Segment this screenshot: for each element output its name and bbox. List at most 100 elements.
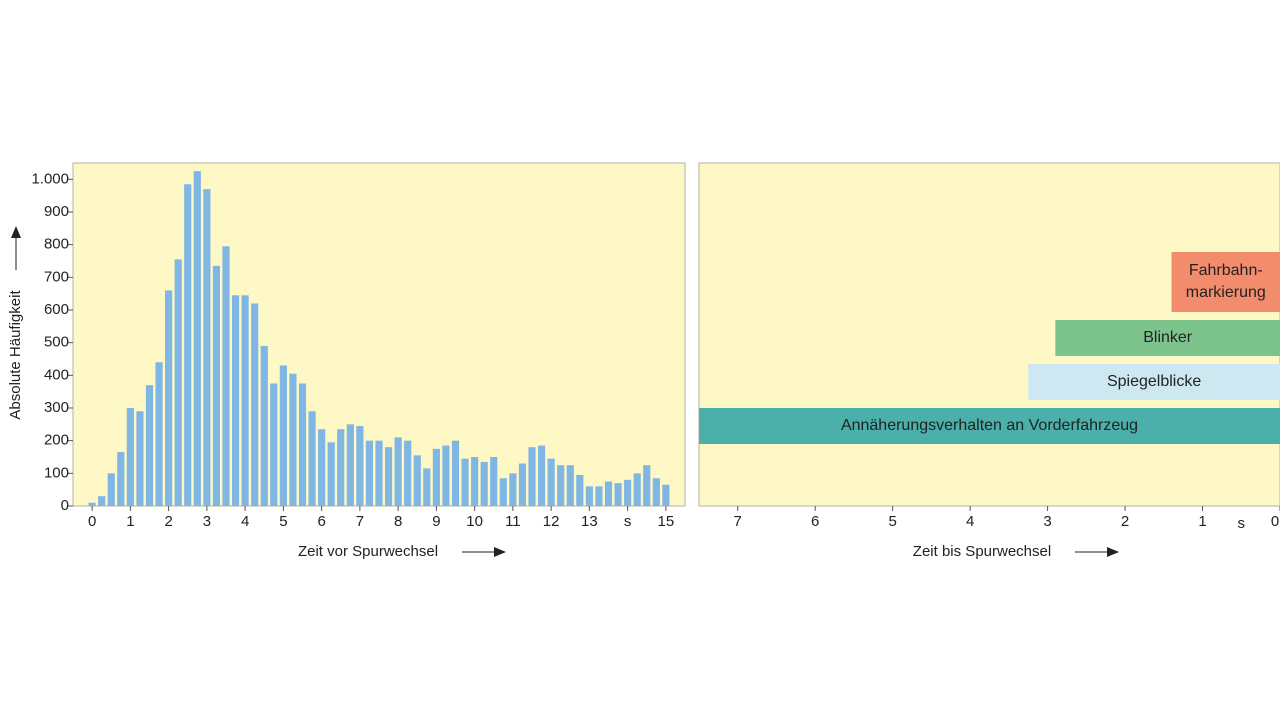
- bar: [652, 478, 660, 506]
- x-tick-label: 4: [966, 513, 974, 530]
- bar-label: markierung: [1186, 284, 1266, 301]
- bar: [270, 383, 278, 506]
- bar: [614, 483, 622, 506]
- bar: [624, 479, 632, 506]
- y-tick-label: 0: [61, 497, 69, 514]
- bar: [461, 458, 469, 506]
- bar: [547, 458, 555, 506]
- bar: [509, 473, 517, 506]
- x-unit: s: [1238, 515, 1246, 532]
- range-bar: [1028, 364, 1280, 400]
- range-bar: [1171, 252, 1280, 312]
- x-tick-label: 5: [279, 513, 287, 530]
- bar: [251, 303, 259, 506]
- bar: [231, 295, 240, 506]
- bar: [98, 496, 106, 506]
- bar: [490, 457, 498, 506]
- bar: [222, 246, 230, 507]
- bar: [193, 171, 201, 506]
- bar: [528, 447, 536, 506]
- bar: [633, 473, 641, 506]
- x-tick-label: 7: [356, 513, 364, 530]
- y-tick-label: 900: [44, 203, 69, 220]
- x-tick-label: 9: [432, 513, 440, 530]
- bar: [289, 373, 297, 506]
- bar-label: Fahrbahn-: [1189, 262, 1263, 279]
- bar: [480, 461, 488, 506]
- bar: [643, 465, 651, 506]
- x-tick-label: s: [624, 513, 632, 530]
- bar: [174, 259, 182, 506]
- y-axis-label: Absolute Häufigkeit: [7, 290, 24, 420]
- bar: [155, 362, 163, 506]
- bar: [442, 445, 450, 506]
- bar: [576, 474, 584, 506]
- y-tick-label: 400: [44, 366, 69, 383]
- bar: [203, 189, 211, 506]
- bar: [318, 429, 326, 506]
- x-tick-label: 13: [581, 513, 598, 530]
- range-bar: [1055, 320, 1280, 356]
- y-tick-label: 800: [44, 236, 69, 253]
- bar: [327, 442, 335, 506]
- bar-label: Blinker: [1143, 329, 1193, 346]
- bar: [241, 295, 249, 506]
- bar: [145, 385, 154, 506]
- x-tick-label: 10: [466, 513, 483, 530]
- bar: [557, 465, 565, 506]
- x-tick-label: 12: [543, 513, 560, 530]
- x-arrow: [1075, 547, 1119, 557]
- bar: [604, 481, 613, 506]
- bar: [136, 411, 144, 506]
- bar: [298, 383, 307, 506]
- bar: [566, 465, 574, 506]
- x-tick-label: 2: [164, 513, 172, 530]
- bar: [212, 265, 221, 506]
- range-bar: [699, 408, 1280, 444]
- bar: [518, 463, 527, 506]
- x-tick-label: 11: [505, 513, 521, 530]
- x-tick-label: 8: [394, 513, 402, 530]
- bar: [126, 408, 134, 506]
- y-tick-label: 300: [44, 399, 69, 416]
- bar: [499, 478, 507, 506]
- x-tick-label: 5: [888, 513, 896, 530]
- bar: [260, 345, 268, 506]
- bar: [184, 184, 192, 506]
- bar: [662, 484, 670, 506]
- x-tick-label: 1: [1198, 513, 1206, 530]
- bar: [365, 440, 374, 506]
- bar: [384, 447, 393, 506]
- bar: [117, 452, 125, 506]
- y-tick-label: 600: [44, 301, 69, 318]
- bar-label: Annäherungsverhalten an Vorderfahrzeug: [841, 417, 1138, 434]
- x-tick-label: 6: [811, 513, 819, 530]
- bar: [88, 502, 96, 506]
- x-tick-label: 1: [126, 513, 134, 530]
- bar: [585, 486, 593, 506]
- x-tick-label: 0: [1271, 513, 1279, 530]
- x-arrow: [462, 547, 506, 557]
- bar: [432, 448, 440, 506]
- x-tick-label: 4: [241, 513, 249, 530]
- bar: [107, 473, 115, 506]
- x-axis-label: Zeit vor Spurwechsel: [298, 543, 438, 560]
- x-axis-label: Zeit bis Spurwechsel: [913, 543, 1051, 560]
- y-arrow: [11, 226, 21, 270]
- bar: [595, 486, 603, 506]
- bar: [346, 424, 354, 506]
- bar: [375, 440, 383, 506]
- x-tick-label: 2: [1121, 513, 1129, 530]
- bar: [404, 440, 412, 506]
- bar-label: Spiegelblicke: [1107, 373, 1201, 390]
- bar: [337, 429, 345, 506]
- y-tick-label: 200: [44, 432, 69, 449]
- bar: [537, 445, 546, 506]
- bar: [356, 425, 364, 506]
- bar: [471, 457, 479, 506]
- x-tick-label: 7: [734, 513, 742, 530]
- y-tick-label: 100: [44, 464, 69, 481]
- x-tick-label: 6: [317, 513, 325, 530]
- bar: [394, 437, 402, 506]
